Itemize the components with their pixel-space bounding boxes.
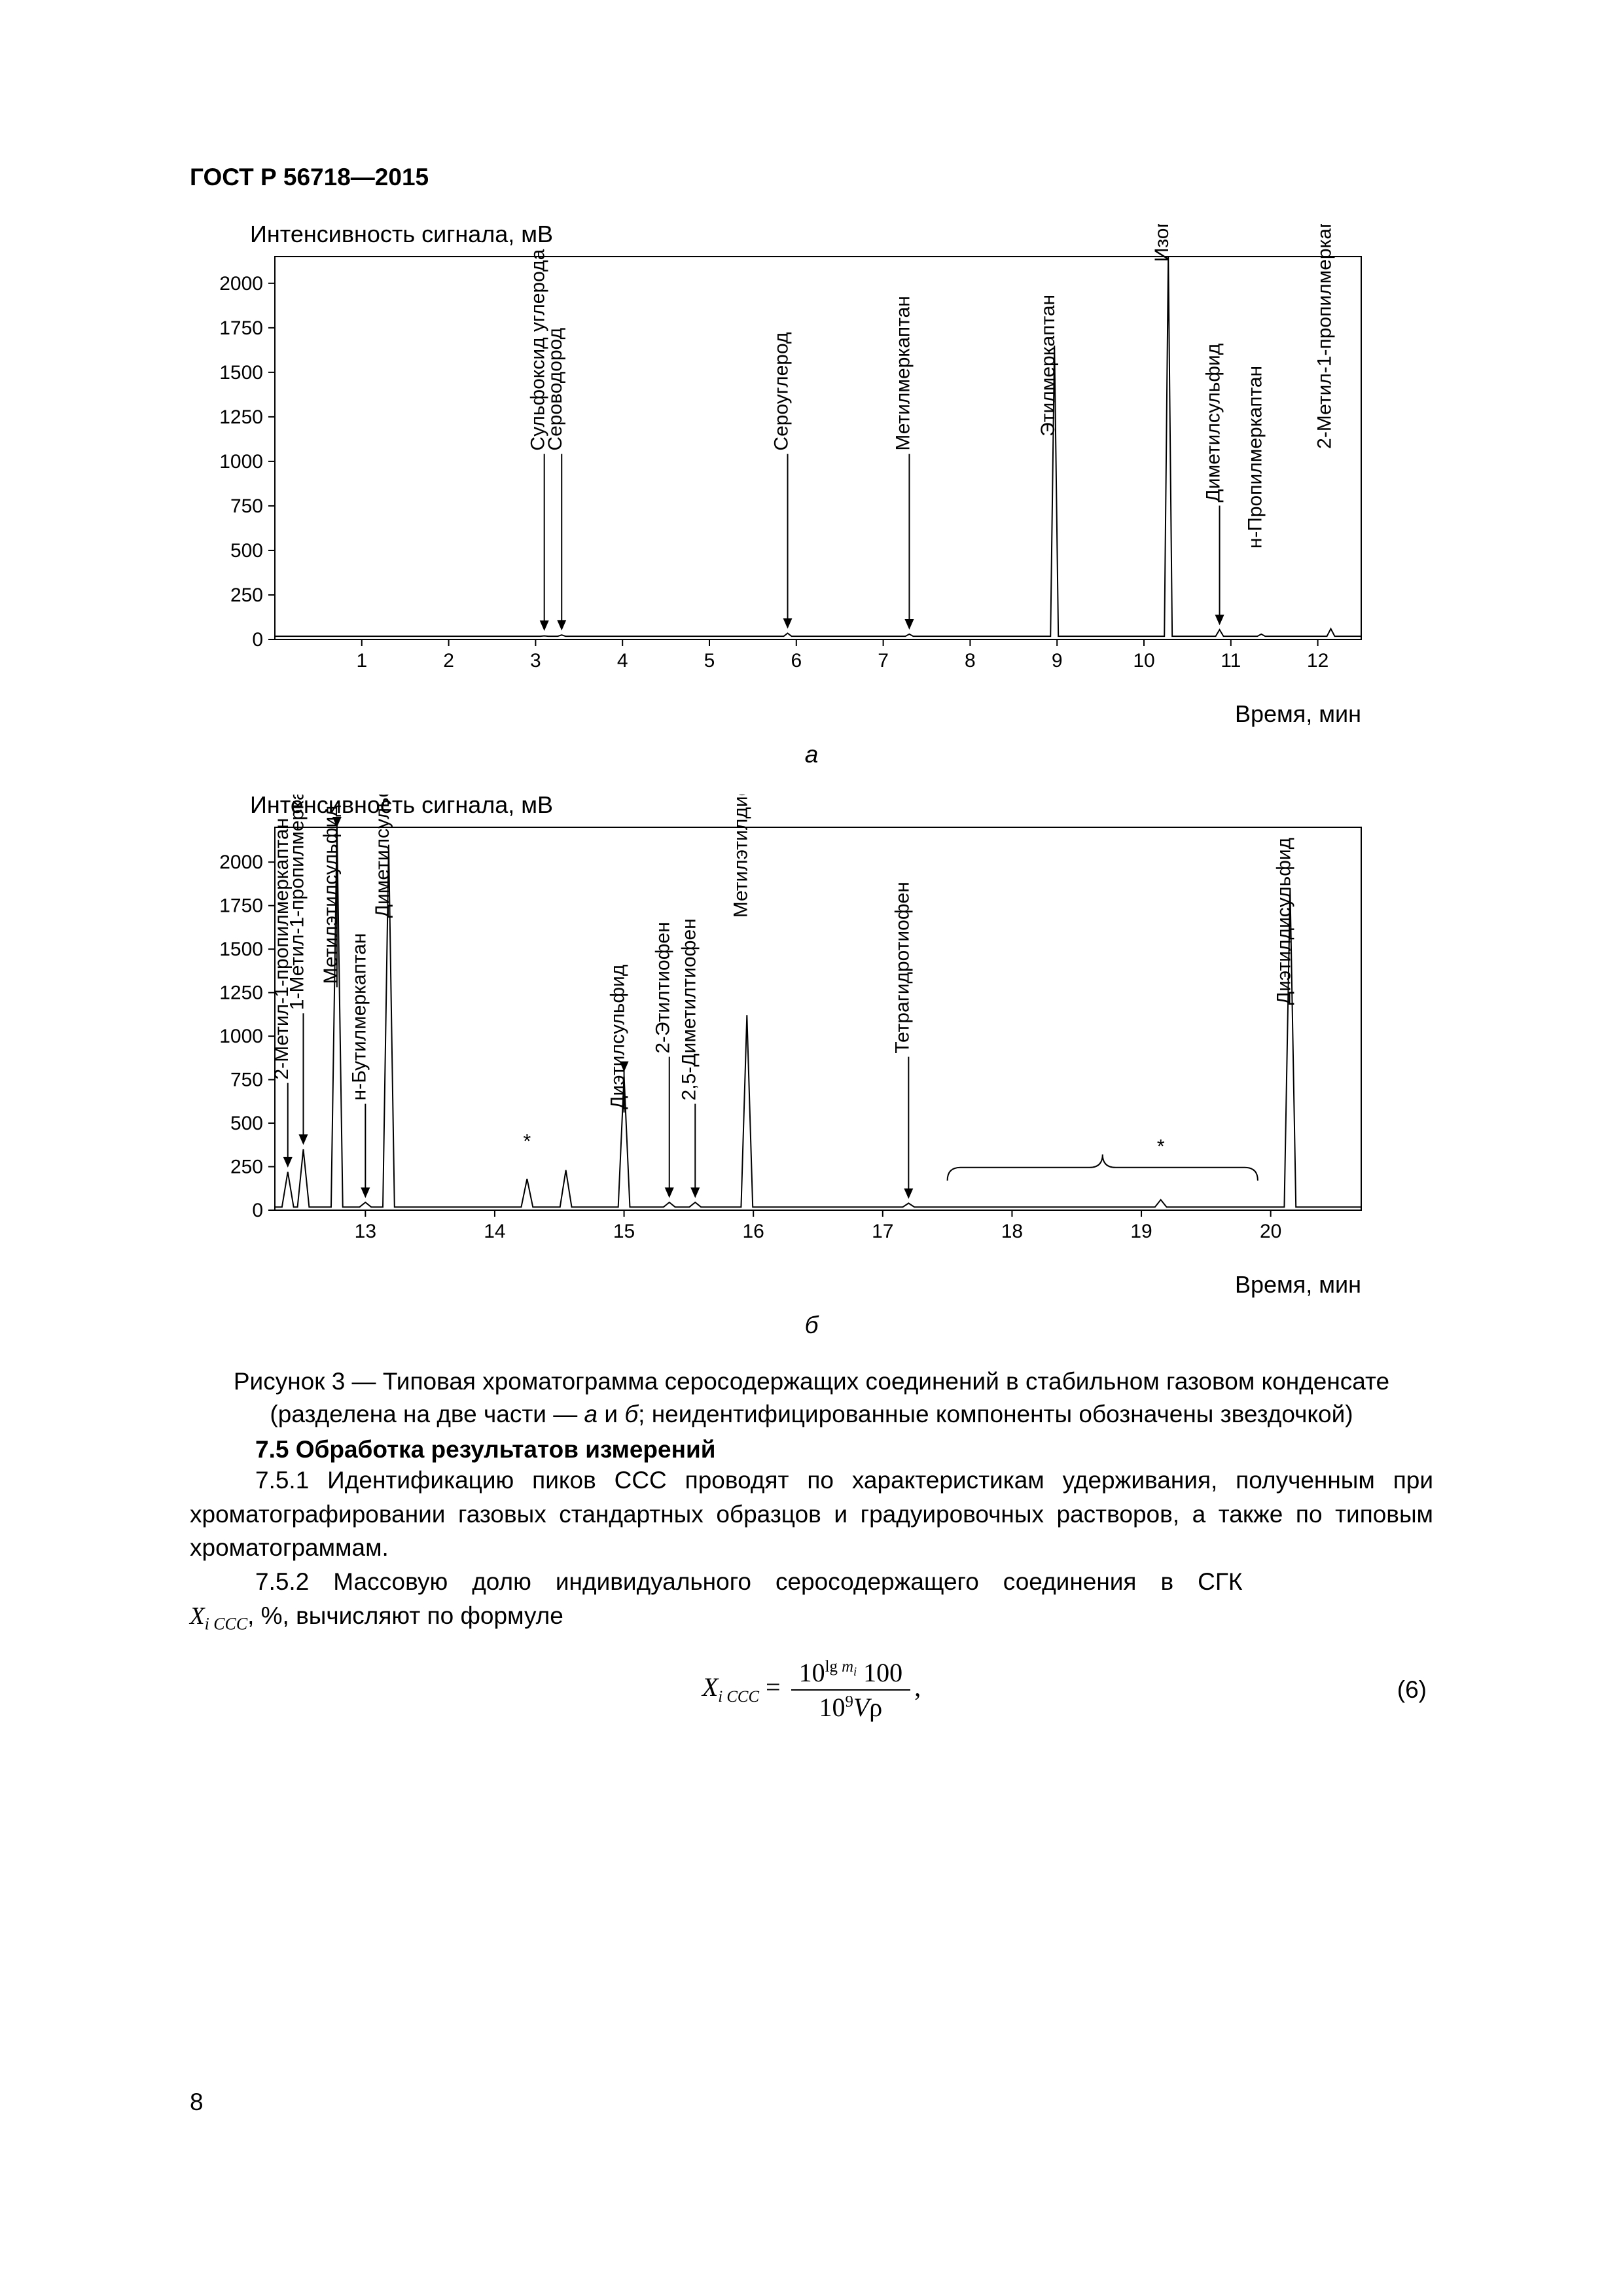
svg-text:20: 20 <box>1260 1221 1281 1242</box>
svg-text:1500: 1500 <box>219 939 263 960</box>
f-X-sub: i ССС <box>718 1688 759 1706</box>
svg-text:0: 0 <box>252 629 263 651</box>
f-num-lg: lg <box>825 1658 842 1676</box>
svg-text:13: 13 <box>355 1221 376 1242</box>
svg-text:17: 17 <box>872 1221 893 1242</box>
svg-text:18: 18 <box>1001 1221 1023 1242</box>
svg-text:11: 11 <box>1221 650 1241 672</box>
para-7-5-2-post: , %, вычисляют по формуле <box>247 1602 563 1629</box>
svg-text:*: * <box>524 1130 531 1152</box>
svg-text:1750: 1750 <box>219 895 263 917</box>
doc-header: ГОСТ Р 56718—2015 <box>190 164 1433 191</box>
svg-text:0: 0 <box>252 1200 263 1221</box>
svg-text:2: 2 <box>443 650 454 672</box>
svg-text:1000: 1000 <box>219 1026 263 1047</box>
para-7-5-2: 7.5.2 Массовую долю индивидуального серо… <box>190 1565 1433 1599</box>
chromatogram-b: Интенсивность сигнала, мВ 02505007501000… <box>203 795 1400 1292</box>
svg-text:500: 500 <box>230 1113 263 1134</box>
svg-text:14: 14 <box>484 1221 505 1242</box>
svg-text:Изопропилмеркаптан: Изопропилмеркаптан <box>1151 224 1173 262</box>
svg-text:1250: 1250 <box>219 982 263 1004</box>
svg-text:2-Этилтиофен: 2-Этилтиофен <box>652 922 674 1053</box>
f-X: X <box>702 1672 718 1702</box>
svg-text:2000: 2000 <box>219 273 263 295</box>
f-eq: = <box>759 1672 787 1702</box>
svg-text:5: 5 <box>704 650 715 672</box>
f-den-rho: ρ <box>869 1693 882 1722</box>
svg-text:Диэтилсульфид: Диэтилсульфид <box>607 965 629 1109</box>
svg-text:4: 4 <box>617 650 628 672</box>
chart-b-letter: б <box>190 1312 1433 1339</box>
svg-text:2000: 2000 <box>219 852 263 873</box>
svg-text:Диметилсульфид: Диметилсульфид <box>1203 344 1224 503</box>
svg-text:Тетрагидротиофен: Тетрагидротиофен <box>891 882 913 1053</box>
chromatogram-a: Интенсивность сигнала, мВ 0 250 500 750 1000… <box>203 224 1400 721</box>
caption-line2-b: б <box>624 1401 638 1427</box>
svg-text:250: 250 <box>230 1157 263 1178</box>
svg-text:10: 10 <box>1133 650 1154 672</box>
svg-text:н-Пропилмеркаптан: н-Пропилмеркаптан <box>1244 366 1266 548</box>
chart-a-svg: 0250500750100012501500175020001234567891… <box>203 224 1400 695</box>
svg-text:Метилэтилдисульфид: Метилэтилдисульфид <box>730 795 751 918</box>
para-X-sub: i ССС <box>205 1614 247 1633</box>
svg-text:250: 250 <box>230 584 263 606</box>
section-7-5-title: 7.5 Обработка результатов измерений <box>190 1436 1433 1463</box>
svg-text:19: 19 <box>1130 1221 1152 1242</box>
f-comma: , <box>914 1672 921 1702</box>
para-7-5-2-line1: 7.5.2 Массовую долю индивидуального серо… <box>255 1568 1242 1595</box>
svg-text:Сероуглерод: Сероуглерод <box>771 332 793 451</box>
svg-text:1000: 1000 <box>219 451 263 473</box>
svg-text:1: 1 <box>356 650 367 672</box>
chart-a-xtitle: Время, мин <box>1235 700 1361 728</box>
svg-text:Этилмеркаптан: Этилмеркаптан <box>1037 295 1059 437</box>
formula-number: (6) <box>1397 1676 1427 1704</box>
svg-text:2-Метил-1-пропилмеркаптан: 2-Метил-1-пропилмеркаптан <box>1314 224 1336 449</box>
svg-text:500: 500 <box>230 540 263 562</box>
figure-caption: Рисунок 3 — Типовая хроматограмма серосо… <box>190 1365 1433 1431</box>
f-num-100: 100 <box>857 1658 902 1687</box>
svg-text:16: 16 <box>743 1221 764 1242</box>
formula-6: Xi ССС = 10lg mi 100 109Vρ , (6) <box>190 1656 1433 1724</box>
svg-text:750: 750 <box>230 495 263 517</box>
svg-text:2,5-Диметилтиофен: 2,5-Диметилтиофен <box>678 918 700 1100</box>
para-7-5-1: 7.5.1 Идентификацию пиков ССС проводят п… <box>190 1463 1433 1565</box>
f-num-10: 10 <box>799 1658 825 1687</box>
chart-a-letter: а <box>190 741 1433 768</box>
svg-text:3: 3 <box>530 650 541 672</box>
svg-text:6: 6 <box>791 650 802 672</box>
svg-text:Метилэтилсульфид: Метилэтилсульфид <box>320 805 342 984</box>
caption-line2-mid: и <box>597 1401 624 1427</box>
svg-text:1-Метил-1-пропилмеркаптан: 1-Метил-1-пропилмеркаптан <box>286 795 308 1010</box>
f-num-m: m <box>842 1658 853 1676</box>
page-number: 8 <box>190 2089 204 2116</box>
svg-text:Диэтилдисульфид: Диэтилдисульфид <box>1273 838 1294 1005</box>
svg-text:15: 15 <box>613 1221 635 1242</box>
caption-line2-pre: (разделена на две части — <box>270 1401 584 1427</box>
svg-text:Сероводород: Сероводород <box>544 328 566 451</box>
chart-b-xtitle: Время, мин <box>1235 1271 1361 1299</box>
caption-line2-a: а <box>584 1401 598 1427</box>
svg-text:1750: 1750 <box>219 317 263 339</box>
chart-b-ytitle: Интенсивность сигнала, мВ <box>250 791 553 819</box>
chart-b-svg: 0 250 500 750 1000 1250 1500 1750 2000 13 14 15 16 17… <box>203 795 1400 1266</box>
para-7-5-2-cont: Xi ССС, %, вычисляют по формуле <box>190 1599 1433 1636</box>
caption-line1: Рисунок 3 — Типовая хроматограмма серосо… <box>234 1368 1389 1395</box>
svg-text:750: 750 <box>230 1069 263 1091</box>
svg-text:7: 7 <box>878 650 889 672</box>
caption-line2-post: ; неидентифицированные компоненты обозна… <box>638 1401 1353 1427</box>
svg-text:12: 12 <box>1307 650 1329 672</box>
svg-text:*: * <box>1157 1136 1165 1157</box>
svg-text:1250: 1250 <box>219 406 263 428</box>
svg-text:н-Бутилмеркаптан: н-Бутилмеркаптан <box>348 933 370 1101</box>
chart-a-ytitle: Интенсивность сигнала, мВ <box>250 221 553 248</box>
f-den-9: 9 <box>845 1693 853 1710</box>
f-den-10: 10 <box>819 1693 845 1722</box>
para-X: X <box>190 1603 205 1630</box>
svg-text:1500: 1500 <box>219 362 263 384</box>
svg-text:9: 9 <box>1052 650 1063 672</box>
svg-text:8: 8 <box>965 650 976 672</box>
f-den-V: V <box>853 1693 869 1722</box>
svg-text:Метилмеркаптан: Метилмеркаптан <box>892 296 914 450</box>
